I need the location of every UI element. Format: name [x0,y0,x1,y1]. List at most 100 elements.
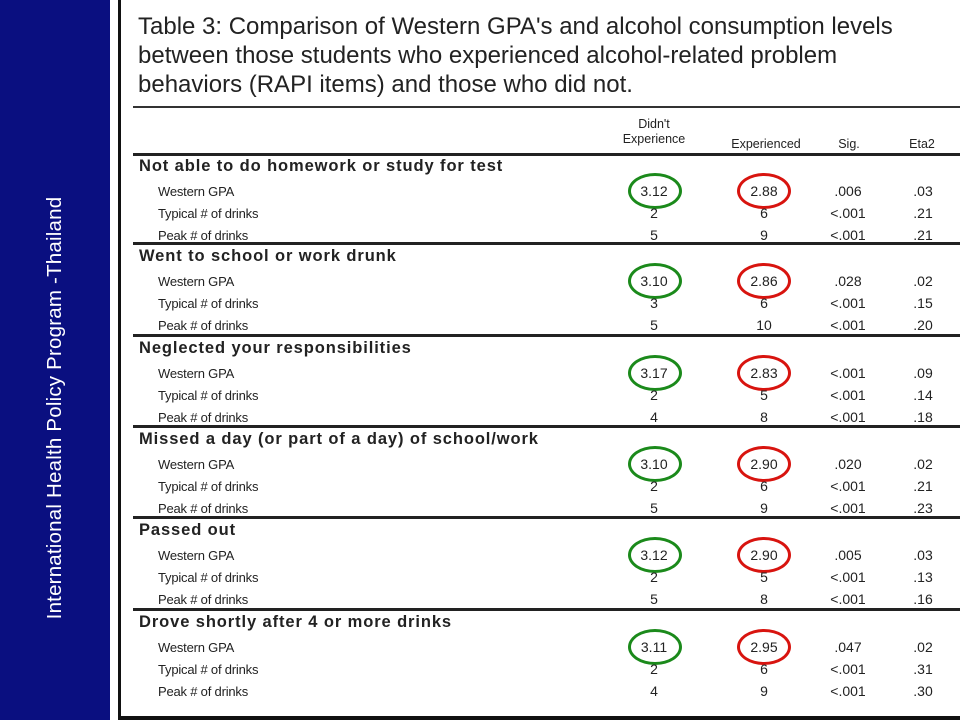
cell-sig: <.001 [830,387,866,403]
cell-eta2: .09 [913,365,933,381]
experienced-highlight-circle [737,263,791,299]
cell-experienced: 6 [760,661,768,677]
cell-didnt-experience: 5 [650,227,658,243]
cell-experienced: 9 [760,683,768,699]
cell-experienced: 8 [760,591,768,607]
column-header-sig: Sig. [838,137,860,151]
cell-eta2: .02 [913,273,933,289]
section-title: Not able to do homework or study for tes… [139,157,504,175]
cell-sig: <.001 [830,500,866,516]
row-label: Western GPA [158,457,235,472]
cell-experienced: 6 [760,205,768,221]
column-header-didnt-line1: Didn't [638,117,670,131]
cell-didnt-experience: 5 [650,317,658,333]
cell-sig: <.001 [830,295,866,311]
row-label: Peak # of drinks [158,684,249,699]
row-label: Western GPA [158,640,235,655]
cell-didnt-experience: 2 [650,569,658,585]
didnt-experience-highlight-circle [628,446,682,482]
cell-eta2: .21 [913,205,933,221]
cell-experienced: 6 [760,295,768,311]
row-label: Peak # of drinks [158,501,249,516]
didnt-experience-highlight-circle [628,537,682,573]
cell-eta2: .20 [913,317,933,333]
cell-experienced: 10 [756,317,772,333]
cell-sig: <.001 [830,569,866,585]
cell-didnt-experience: 3 [650,295,658,311]
column-header-didnt-experience: Didn't Experience [612,117,696,147]
section-rule [133,608,960,611]
cell-eta2: .23 [913,500,933,516]
experienced-highlight-circle [737,629,791,665]
cell-didnt-experience: 2 [650,387,658,403]
cell-eta2: .15 [913,295,933,311]
cell-didnt-experience: 2 [650,205,658,221]
cell-didnt-experience: 4 [650,409,658,425]
row-label: Typical # of drinks [158,570,259,585]
cell-sig: .005 [834,547,862,563]
cell-didnt-experience: 4 [650,683,658,699]
cell-eta2: .21 [913,478,933,494]
section-title: Went to school or work drunk [139,247,397,265]
section-title: Missed a day (or part of a day) of schoo… [139,430,539,448]
experienced-highlight-circle [737,446,791,482]
section-rule [133,425,960,428]
row-label: Peak # of drinks [158,410,249,425]
divider [110,0,118,720]
row-label: Typical # of drinks [158,206,259,221]
row-label: Western GPA [158,366,235,381]
header-rule [133,153,960,156]
table-title: Table 3: Comparison of Western GPA's and… [138,13,893,98]
cell-eta2: .03 [913,547,933,563]
row-label: Typical # of drinks [158,388,259,403]
cell-eta2: .03 [913,183,933,199]
cell-sig: .028 [834,273,862,289]
cell-didnt-experience: 2 [650,478,658,494]
document-frame [118,0,960,720]
title-rule [133,106,960,108]
cell-sig: <.001 [830,317,866,333]
experienced-highlight-circle [737,537,791,573]
cell-experienced: 5 [760,569,768,585]
cell-eta2: .31 [913,661,933,677]
cell-eta2: .30 [913,683,933,699]
row-label: Western GPA [158,548,235,563]
section-rule [133,334,960,337]
cell-sig: <.001 [830,478,866,494]
cell-eta2: .02 [913,639,933,655]
didnt-experience-highlight-circle [628,173,682,209]
section-rule [133,516,960,519]
experienced-highlight-circle [737,355,791,391]
row-label: Peak # of drinks [158,318,249,333]
row-label: Typical # of drinks [158,296,259,311]
cell-eta2: .02 [913,456,933,472]
cell-sig: .020 [834,456,862,472]
column-header-experienced: Experienced [731,137,801,151]
cell-didnt-experience: 5 [650,500,658,516]
cell-experienced: 9 [760,227,768,243]
row-label: Western GPA [158,274,235,289]
column-header-eta2: Eta2 [909,137,935,151]
cell-eta2: .18 [913,409,933,425]
column-header-didnt-line2: Experience [622,132,686,146]
didnt-experience-highlight-circle [628,355,682,391]
cell-eta2: .21 [913,227,933,243]
didnt-experience-highlight-circle [628,629,682,665]
cell-sig: <.001 [830,205,866,221]
row-label: Western GPA [158,184,235,199]
sidebar: International Health Policy Program -Tha… [0,0,110,720]
cell-sig: <.001 [830,365,866,381]
cell-sig: <.001 [830,591,866,607]
row-label: Peak # of drinks [158,592,249,607]
cell-sig: <.001 [830,661,866,677]
cell-sig: .047 [834,639,862,655]
cell-experienced: 9 [760,500,768,516]
didnt-experience-highlight-circle [628,263,682,299]
row-label: Typical # of drinks [158,662,259,677]
cell-didnt-experience: 5 [650,591,658,607]
cell-sig: .006 [834,183,862,199]
cell-sig: <.001 [830,409,866,425]
cell-sig: <.001 [830,227,866,243]
cell-eta2: .16 [913,591,933,607]
experienced-highlight-circle [737,173,791,209]
